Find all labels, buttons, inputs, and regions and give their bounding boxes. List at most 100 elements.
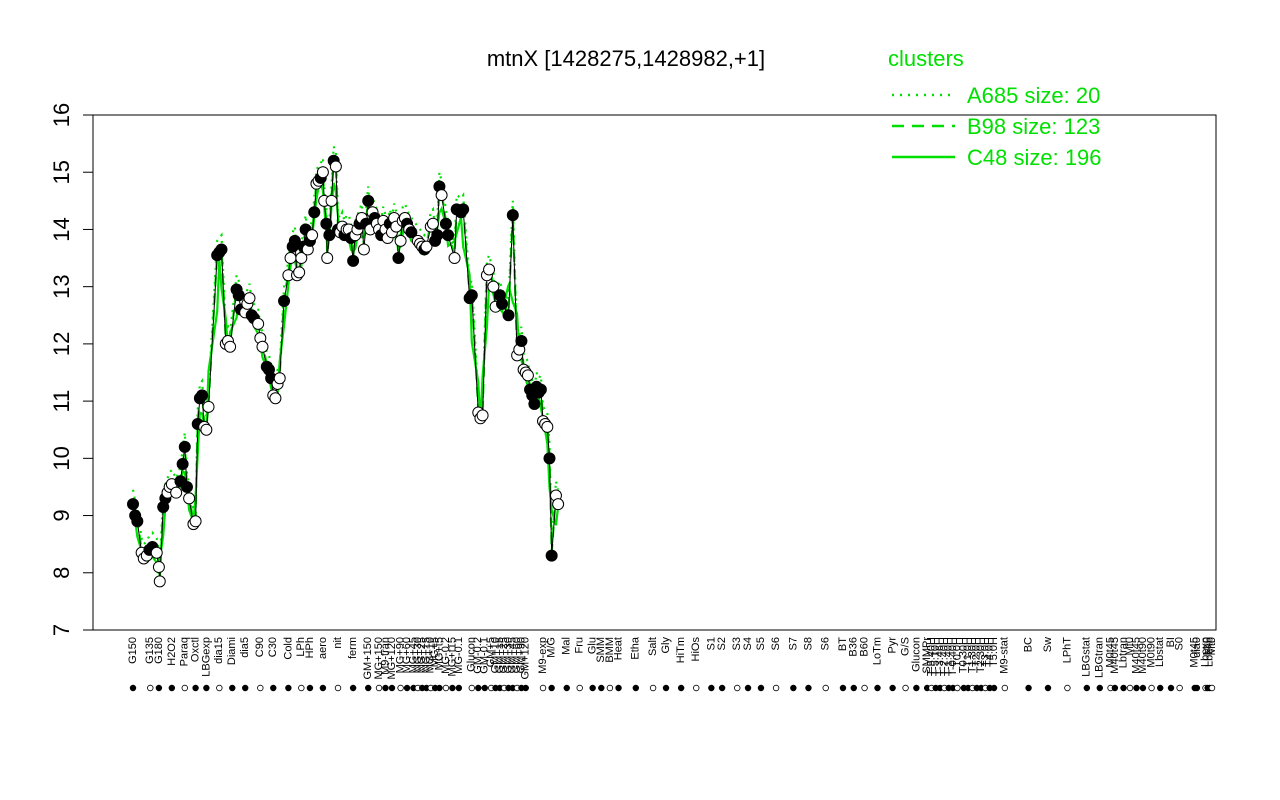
x-tick-label: T5.0H bbox=[988, 637, 1000, 667]
data-point bbox=[347, 254, 360, 267]
x-marker bbox=[1044, 684, 1052, 692]
x-marker bbox=[990, 684, 998, 692]
x-tick-label: MG-0.1 bbox=[453, 637, 465, 674]
data-point bbox=[457, 203, 470, 216]
x-marker bbox=[772, 684, 780, 692]
x-tick-label: Etha bbox=[630, 636, 642, 660]
data-point bbox=[325, 194, 338, 207]
x-marker bbox=[1126, 684, 1134, 692]
data-point bbox=[320, 217, 333, 230]
data-point bbox=[180, 480, 193, 493]
data-point bbox=[127, 498, 139, 511]
data-point bbox=[420, 240, 433, 253]
x-marker bbox=[539, 684, 547, 692]
x-tick-label: MG+15 bbox=[420, 637, 432, 673]
data-point bbox=[215, 243, 228, 256]
x-tick-label: SMMPr bbox=[921, 637, 933, 674]
x-marker bbox=[1193, 684, 1201, 692]
x-marker bbox=[403, 684, 411, 692]
x-tick-label: C30 bbox=[267, 637, 279, 657]
x-tick-label: S4 bbox=[742, 637, 754, 650]
x-marker bbox=[563, 684, 570, 692]
x-marker bbox=[388, 684, 396, 692]
x-marker bbox=[606, 684, 614, 692]
x-marker bbox=[693, 684, 700, 692]
x-tick-label: GM+90 bbox=[515, 637, 527, 673]
data-point bbox=[202, 400, 215, 413]
data-point bbox=[316, 166, 329, 179]
legend-title: clusters bbox=[888, 46, 964, 71]
x-marker bbox=[1133, 684, 1140, 692]
data-point bbox=[329, 160, 342, 173]
x-tick-label: dia15 bbox=[213, 637, 225, 664]
data-points bbox=[127, 154, 565, 588]
x-marker bbox=[319, 684, 327, 692]
data-point bbox=[200, 423, 213, 436]
x-tick-label: S8 bbox=[802, 637, 814, 650]
x-marker bbox=[147, 684, 154, 692]
y-tick-label: 14 bbox=[49, 217, 74, 241]
x-tick-label: HiOs bbox=[690, 637, 702, 662]
x-tick-label: MG+30 bbox=[412, 637, 424, 673]
legend-label: C48 size: 196 bbox=[967, 145, 1102, 170]
x-marker bbox=[734, 684, 741, 692]
x-tick-label: GM+25 bbox=[498, 637, 510, 673]
x-tick-label: Heat bbox=[612, 637, 624, 660]
x-marker bbox=[349, 684, 357, 692]
x-tick-label: S0 bbox=[1174, 637, 1186, 650]
x-tick-label: GM+10 bbox=[489, 637, 501, 673]
x-marker bbox=[889, 684, 896, 692]
legend-label: B98 size: 123 bbox=[967, 114, 1100, 139]
x-marker bbox=[455, 684, 463, 692]
y-tick-label: 10 bbox=[49, 446, 74, 470]
x-tick-label: Pyr bbox=[887, 637, 899, 654]
x-marker bbox=[522, 684, 529, 692]
x-tick-label: T-1.40H bbox=[943, 637, 955, 676]
x-tick-label: G150 bbox=[127, 637, 139, 664]
x-marker bbox=[874, 684, 881, 692]
x-marker bbox=[744, 684, 752, 692]
x-tick-label: Lbstat bbox=[1154, 637, 1166, 667]
x-tick-label: HPh bbox=[304, 637, 316, 658]
x-tick-label: B36 bbox=[848, 637, 860, 657]
data-point bbox=[521, 369, 534, 382]
data-point bbox=[293, 266, 306, 279]
data-point bbox=[295, 252, 308, 265]
x-tick-label: S7 bbox=[787, 637, 799, 650]
x-marker bbox=[822, 684, 829, 692]
x-tick-label: GM+150 bbox=[362, 637, 374, 680]
x-tick-label: ferm bbox=[347, 637, 359, 659]
legend: clusters A685 size: 20 B98 size: 123 C48 s… bbox=[888, 46, 1102, 170]
x-tick-label: LPh bbox=[295, 637, 307, 657]
data-point bbox=[278, 294, 291, 307]
x-marker bbox=[662, 684, 670, 692]
chart-title: mtnX [1428275,1428982,+1] bbox=[487, 46, 765, 71]
x-tick-label: T-2.40H bbox=[938, 637, 950, 676]
x-marker bbox=[375, 684, 383, 692]
x-tick-label: BI bbox=[1165, 637, 1177, 647]
data-point bbox=[284, 252, 297, 265]
data-point bbox=[176, 458, 189, 471]
data-point bbox=[502, 309, 515, 322]
x-tick-label: Lbexp bbox=[1199, 637, 1211, 667]
x-tick-label: T-5.40H bbox=[925, 637, 937, 676]
x-marker bbox=[242, 684, 249, 692]
x-marker bbox=[677, 684, 685, 692]
x-tick-label: M9-tran bbox=[379, 637, 391, 675]
x-tick-label: MG+45 bbox=[407, 637, 419, 673]
x-tick-label: GM-0.2 bbox=[472, 637, 484, 674]
x-tick-label: M0t45 bbox=[1104, 637, 1116, 668]
data-point bbox=[528, 397, 541, 410]
x-tick-label: T4.0H bbox=[984, 637, 996, 667]
data-point bbox=[487, 280, 500, 293]
y-tick-label: 11 bbox=[49, 390, 74, 413]
data-point bbox=[465, 289, 478, 302]
x-tick-label: T-3.46H bbox=[934, 637, 946, 676]
x-tick-label: LoTm bbox=[871, 637, 883, 665]
x-marker bbox=[1120, 684, 1127, 692]
x-marker bbox=[270, 684, 277, 692]
x-tick-label: MG+60 bbox=[401, 637, 413, 673]
data-point bbox=[431, 229, 444, 242]
x-tick-label: dia0 bbox=[1191, 637, 1203, 658]
